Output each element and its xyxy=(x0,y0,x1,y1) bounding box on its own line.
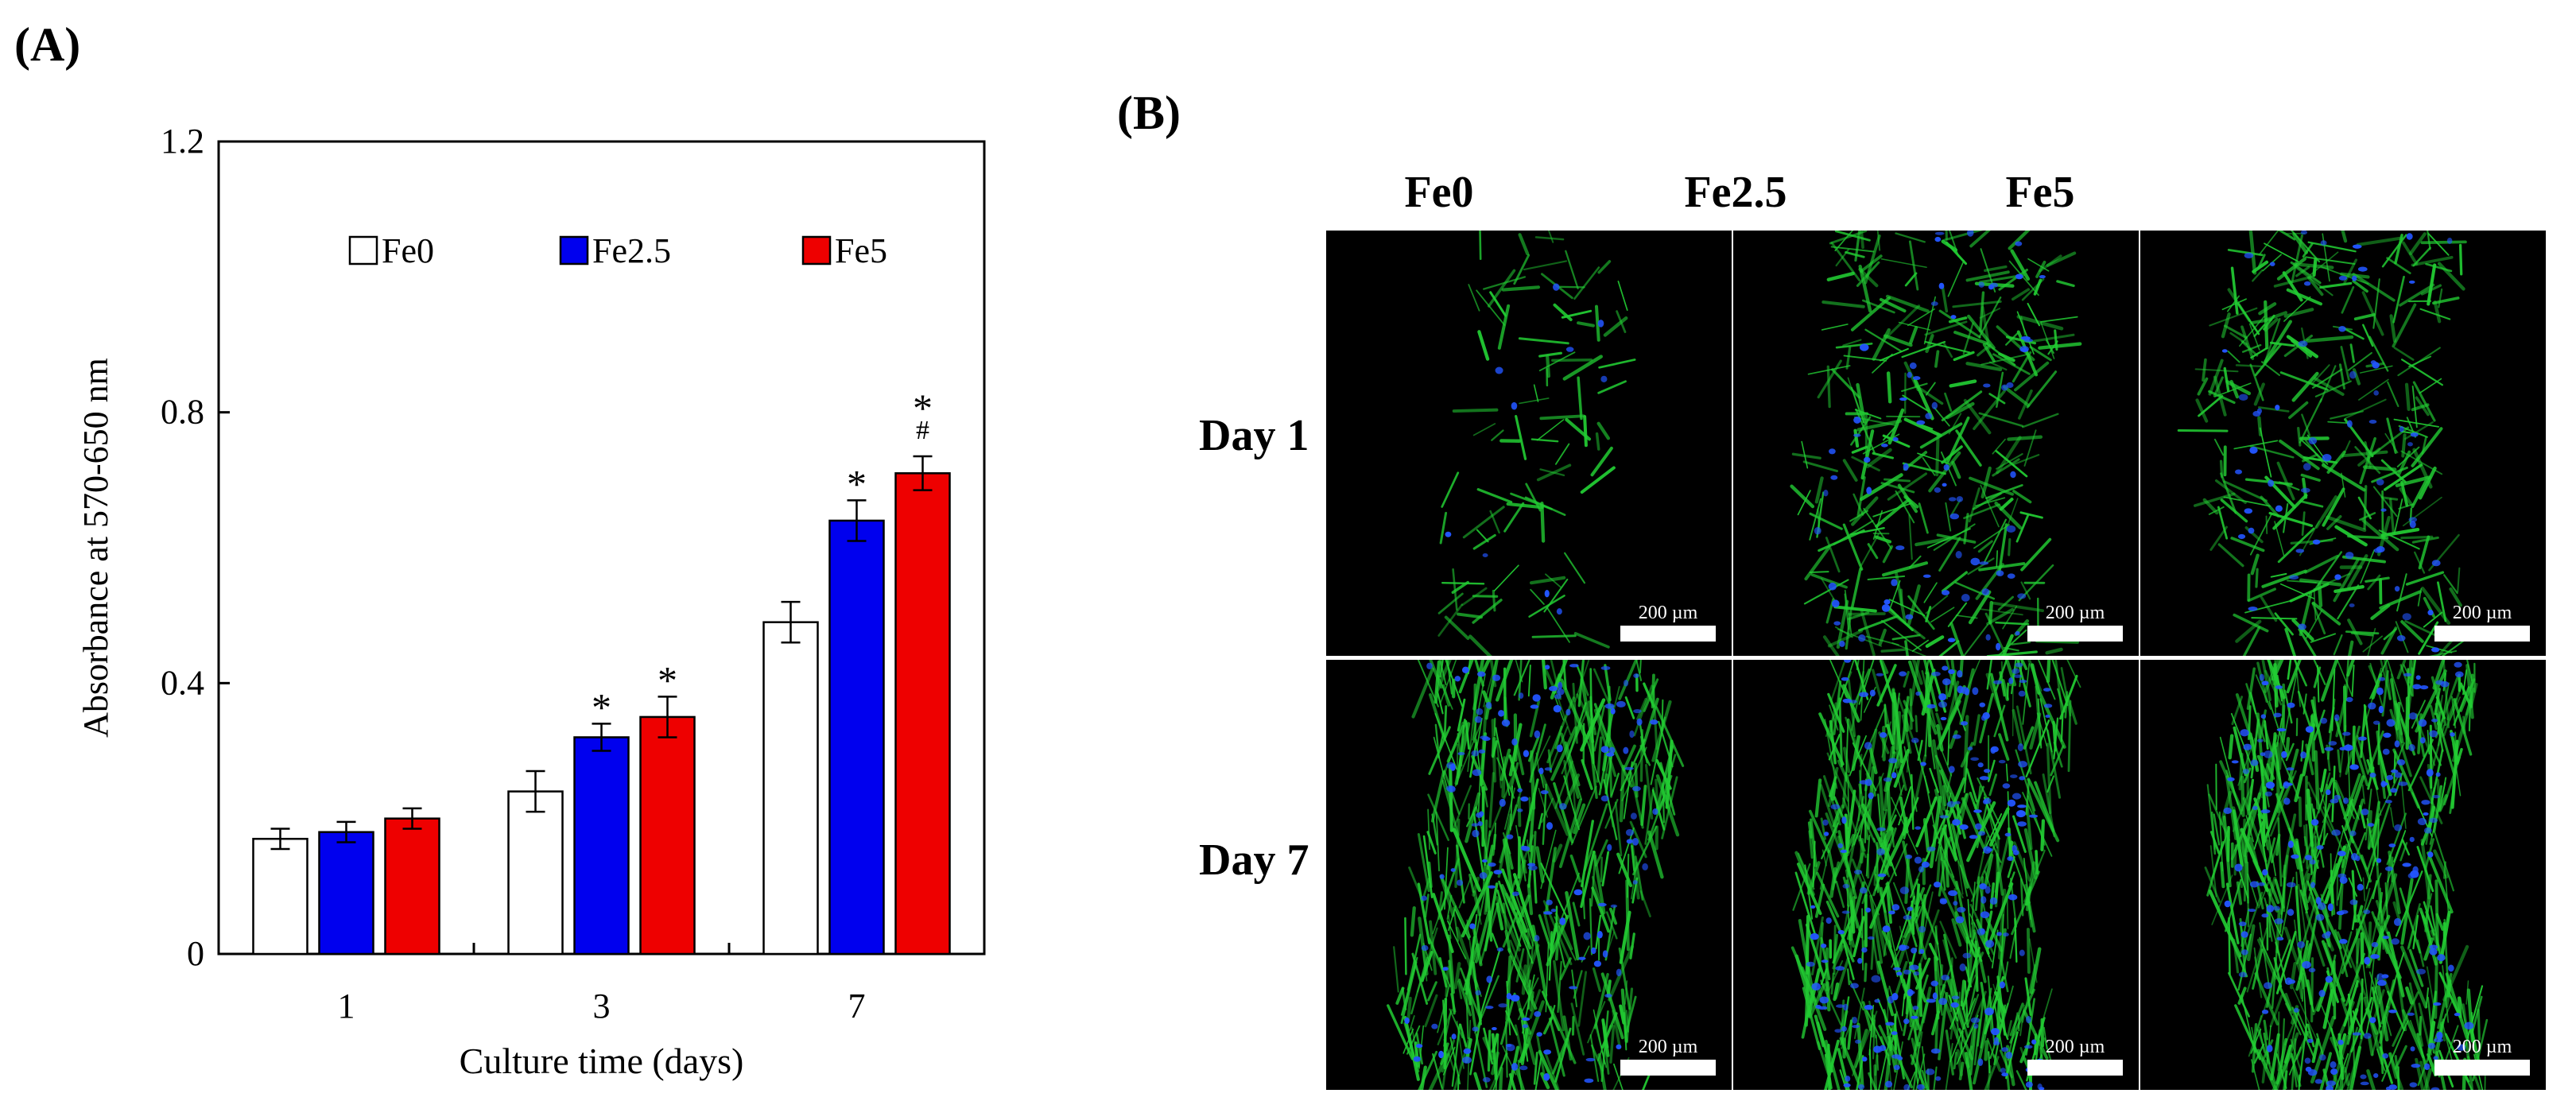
scale-bar-label: 200 µm xyxy=(2452,1037,2512,1057)
fluorescence-image xyxy=(1733,660,2139,1090)
micrograph-fe0-day7: 200 µm xyxy=(1326,660,1732,1090)
significance-asterisk: * xyxy=(592,684,611,729)
y-tick-label: 0.8 xyxy=(161,393,204,432)
row-header-day-1: Day 1 xyxy=(1199,411,1309,460)
micrograph-fe2_5-day1: 200 µm xyxy=(1733,231,2139,656)
fluorescence-image xyxy=(2140,660,2546,1090)
column-header-fe0: Fe0 xyxy=(1404,168,1474,217)
y-tick-label: 0.4 xyxy=(161,663,204,702)
fluorescence-image xyxy=(1733,231,2139,656)
bar xyxy=(894,472,951,956)
scale-bar: 200 µm xyxy=(2027,602,2123,642)
significance-asterisk: * xyxy=(847,461,867,506)
bar xyxy=(573,736,630,956)
y-tick-label: 0 xyxy=(187,934,204,973)
legend-swatch xyxy=(801,235,832,266)
column-header-fe5: Fe5 xyxy=(2005,168,2075,217)
x-tick-label: 1 xyxy=(338,987,355,1025)
scale-bar-label: 200 µm xyxy=(1638,1037,1698,1057)
micrograph-fe2_5-day7: 200 µm xyxy=(1733,660,2139,1090)
scale-bar: 200 µm xyxy=(2434,602,2530,642)
scale-bar: 200 µm xyxy=(1620,1036,1716,1076)
micrograph-fe5-day1: 200 µm xyxy=(2140,231,2546,656)
fluorescence-image xyxy=(2140,231,2546,656)
fluorescence-image xyxy=(1326,231,1732,656)
x-tick-label: 3 xyxy=(593,987,611,1025)
scale-bar: 200 µm xyxy=(1620,602,1716,642)
scale-bar-line xyxy=(1620,1060,1716,1076)
bar xyxy=(828,519,885,956)
scale-bar-line xyxy=(2027,1060,2123,1076)
column-header-fe2_5: Fe2.5 xyxy=(1684,168,1787,217)
bar xyxy=(318,831,374,956)
legend-swatch xyxy=(559,235,589,266)
bar xyxy=(762,621,819,956)
scale-bar-line xyxy=(2434,1060,2530,1076)
legend-label: Fe0 xyxy=(382,231,434,270)
fluorescence-image xyxy=(1326,660,1732,1090)
bar xyxy=(252,837,308,956)
legend-swatch xyxy=(348,235,378,266)
bar-chart: 00.40.81.21 3**7*#*Culture time (days)Abs… xyxy=(76,122,986,1081)
row-header-day-7: Day 7 xyxy=(1199,835,1309,885)
scale-bar-line xyxy=(2027,626,2123,642)
scale-bar-label: 200 µm xyxy=(2452,603,2512,623)
y-axis-label: Absorbance at 570-650 nm xyxy=(76,358,115,738)
micrograph-fe5-day7: 200 µm xyxy=(2140,660,2546,1090)
bar xyxy=(507,790,564,956)
scale-bar-label: 200 µm xyxy=(2045,1037,2105,1057)
scale-bar-label: 200 µm xyxy=(1638,603,1698,623)
micrograph-grid: 200 µm 200 µm 200 µm 200 µm 200 µm 200 µ… xyxy=(1326,231,2546,1090)
x-tick-label: 7 xyxy=(848,987,866,1025)
scale-bar: 200 µm xyxy=(2027,1036,2123,1076)
scale-bar-line xyxy=(1620,626,1716,642)
scale-bar: 200 µm xyxy=(2434,1036,2530,1076)
bar xyxy=(384,817,440,956)
panel-a-label: (A) xyxy=(14,18,81,71)
micrograph-fe0-day1: 200 µm xyxy=(1326,231,1732,656)
bar xyxy=(639,715,696,956)
panel-b-label: (B) xyxy=(1117,87,1181,139)
legend-label: Fe5 xyxy=(835,231,887,270)
x-axis-label: Culture time (days) xyxy=(460,1041,744,1081)
legend-label: Fe2.5 xyxy=(592,231,671,270)
significance-asterisk: * xyxy=(913,386,933,430)
y-tick-label: 1.2 xyxy=(161,122,204,161)
significance-hash: # xyxy=(916,416,929,445)
significance-asterisk: * xyxy=(658,657,677,702)
scale-bar-line xyxy=(2434,626,2530,642)
scale-bar-label: 200 µm xyxy=(2045,603,2105,623)
